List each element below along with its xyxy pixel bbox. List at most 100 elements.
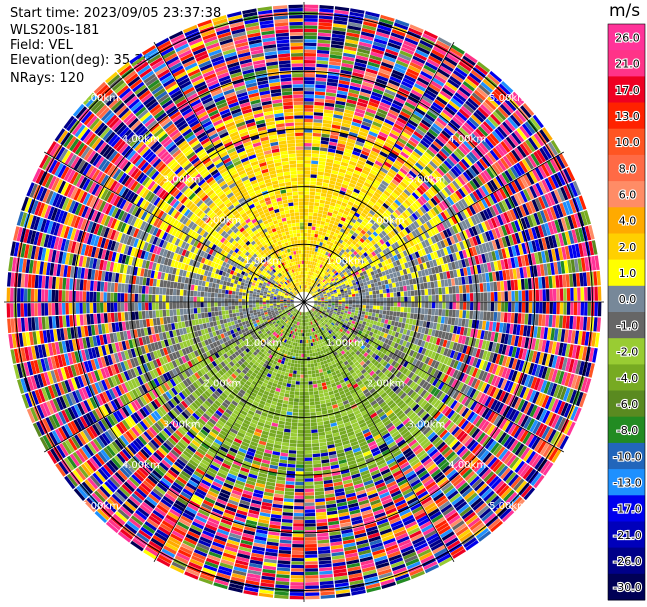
velocity-gate — [370, 283, 375, 288]
velocity-gate — [328, 320, 332, 324]
velocity-gate — [435, 181, 444, 191]
velocity-gate — [432, 274, 437, 281]
velocity-gate — [520, 336, 526, 348]
velocity-gate — [363, 357, 369, 363]
velocity-gate — [334, 272, 339, 276]
velocity-gate — [348, 297, 353, 300]
velocity-gate — [452, 286, 456, 294]
velocity-gate — [441, 200, 449, 209]
velocity-gate — [317, 297, 321, 300]
velocity-gate — [524, 313, 529, 325]
velocity-gate — [480, 330, 485, 340]
velocity-gate — [441, 220, 449, 230]
velocity-gate — [491, 251, 497, 261]
velocity-gate — [393, 342, 399, 349]
velocity-gate — [519, 175, 529, 188]
velocity-gate — [503, 212, 511, 223]
velocity-gate — [327, 78, 339, 83]
velocity-gate — [391, 320, 396, 326]
velocity-gate — [337, 86, 349, 92]
velocity-gate — [317, 304, 321, 306]
velocity-gate — [322, 258, 326, 262]
velocity-gate — [304, 471, 313, 475]
velocity-gate — [392, 162, 401, 170]
velocity-gate — [418, 74, 431, 83]
velocity-gate — [371, 166, 380, 173]
velocity-gate — [330, 294, 335, 297]
velocity-gate — [326, 322, 330, 327]
velocity-gate — [449, 302, 453, 310]
velocity-gate — [329, 319, 333, 323]
velocity-gate — [571, 374, 578, 389]
velocity-gate — [321, 265, 325, 269]
velocity-gate — [436, 153, 446, 162]
velocity-gate — [466, 75, 480, 87]
velocity-gate — [427, 342, 433, 350]
velocity-gate — [500, 434, 510, 446]
velocity-gate — [342, 180, 350, 186]
velocity-gate — [352, 150, 361, 157]
velocity-gate — [324, 374, 329, 379]
velocity-gate — [440, 363, 446, 372]
velocity-gate — [407, 290, 411, 297]
velocity-gate — [315, 498, 325, 503]
velocity-gate — [357, 371, 363, 378]
velocity-gate — [433, 234, 440, 243]
velocity-gate — [333, 16, 348, 22]
velocity-gate — [368, 58, 381, 65]
velocity-gate — [446, 271, 451, 279]
velocity-gate — [567, 373, 575, 388]
velocity-gate — [367, 272, 372, 277]
velocity-gate — [408, 239, 415, 247]
velocity-gate — [346, 315, 350, 320]
velocity-gate — [374, 354, 380, 361]
velocity-gate — [316, 306, 321, 308]
velocity-gate — [335, 303, 339, 306]
velocity-gate — [375, 334, 380, 340]
velocity-gate — [452, 390, 460, 400]
velocity-gate — [437, 354, 443, 362]
velocity-gate — [398, 281, 403, 287]
velocity-gate — [336, 259, 341, 264]
velocity-gate — [314, 362, 318, 367]
velocity-gate — [516, 145, 527, 158]
velocity-gate — [580, 302, 585, 316]
velocity-gate — [319, 150, 328, 155]
velocity-gate — [326, 290, 330, 294]
velocity-gate — [380, 331, 385, 337]
velocity-gate — [516, 127, 528, 141]
velocity-gate — [352, 255, 358, 261]
velocity-gate — [498, 187, 507, 199]
velocity-gate — [420, 371, 427, 379]
velocity-gate — [469, 356, 475, 366]
velocity-gate — [490, 311, 494, 322]
velocity-gate — [326, 82, 338, 87]
velocity-gate — [530, 376, 538, 389]
velocity-gate — [404, 175, 413, 184]
velocity-gate — [324, 172, 331, 177]
velocity-gate — [318, 431, 326, 436]
velocity-gate — [367, 376, 374, 383]
velocity-gate — [331, 327, 335, 332]
velocity-gate — [533, 326, 538, 338]
velocity-gate — [304, 423, 311, 427]
velocity-gate — [483, 302, 488, 311]
velocity-gate — [337, 294, 342, 297]
velocity-gate — [394, 209, 402, 216]
velocity-gate — [438, 287, 442, 295]
velocity-gate — [326, 335, 331, 340]
velocity-gate — [492, 204, 500, 216]
velocity-gate — [417, 226, 424, 234]
velocity-gate — [443, 145, 453, 155]
velocity-gate — [477, 174, 487, 185]
velocity-gate — [339, 76, 351, 82]
velocity-gate — [317, 284, 321, 288]
velocity-gate — [456, 212, 464, 222]
velocity-gate — [414, 338, 419, 345]
velocity-gate — [513, 478, 525, 491]
velocity-gate — [486, 194, 495, 206]
velocity-gate — [519, 125, 530, 139]
velocity-gate — [504, 302, 508, 312]
velocity-gate — [545, 314, 550, 327]
velocity-gate — [535, 182, 544, 196]
